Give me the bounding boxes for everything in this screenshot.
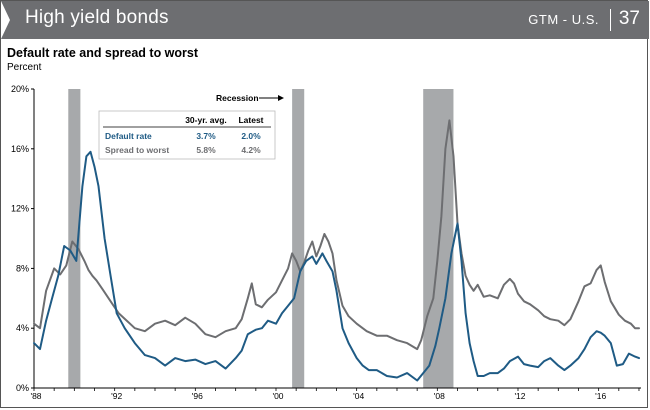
recession-bar-1 [68,89,81,388]
x-tick-label: '04 [353,391,364,401]
table-row-avg: 3.7% [196,131,216,141]
section-tag: GTM - U.S. [528,12,599,27]
table-row-latest: 4.2% [241,145,261,155]
default-rate-line [33,150,640,382]
table-row-latest: 2.0% [241,131,261,141]
slide-title: High yield bonds [25,7,169,28]
y-tick-label: 8% [16,263,29,273]
table-row-avg: 5.8% [196,145,216,155]
x-tick-label: '96 [192,391,203,401]
recession-arrow-head [278,95,284,101]
header-separator [610,9,611,31]
chart-title: Default rate and spread to worst [7,46,199,60]
header-notch [1,1,10,39]
stats-table-box [98,110,276,160]
chart-subtitle: Percent [7,62,42,73]
slide-header: High yield bonds GTM - U.S. 37 [1,1,649,39]
y-tick-label: 16% [11,144,29,154]
table-header-avg: 30-yr. avg. [185,115,227,125]
y-tick-label: 20% [11,84,29,94]
recession-bar-2 [292,89,305,388]
page-number: 37 [618,8,640,29]
x-tick-label: '92 [111,391,122,401]
x-tick-label: '88 [30,391,41,401]
x-tick-label: '12 [514,391,525,401]
recession-bar-3 [423,89,454,388]
x-tick-label: '00 [272,391,283,401]
spread-to-worst-line [33,119,640,351]
x-tick-label: '08 [434,391,445,401]
table-row-label: Default rate [105,131,152,141]
x-tick-label: '16 [595,391,606,401]
recession-label: Recession [216,93,259,103]
table-row-label: Spread to worst [105,145,169,155]
y-tick-label: 4% [16,323,29,333]
table-header-latest: Latest [238,115,263,125]
y-tick-label: 0% [16,383,29,393]
y-tick-label: 12% [11,204,29,214]
